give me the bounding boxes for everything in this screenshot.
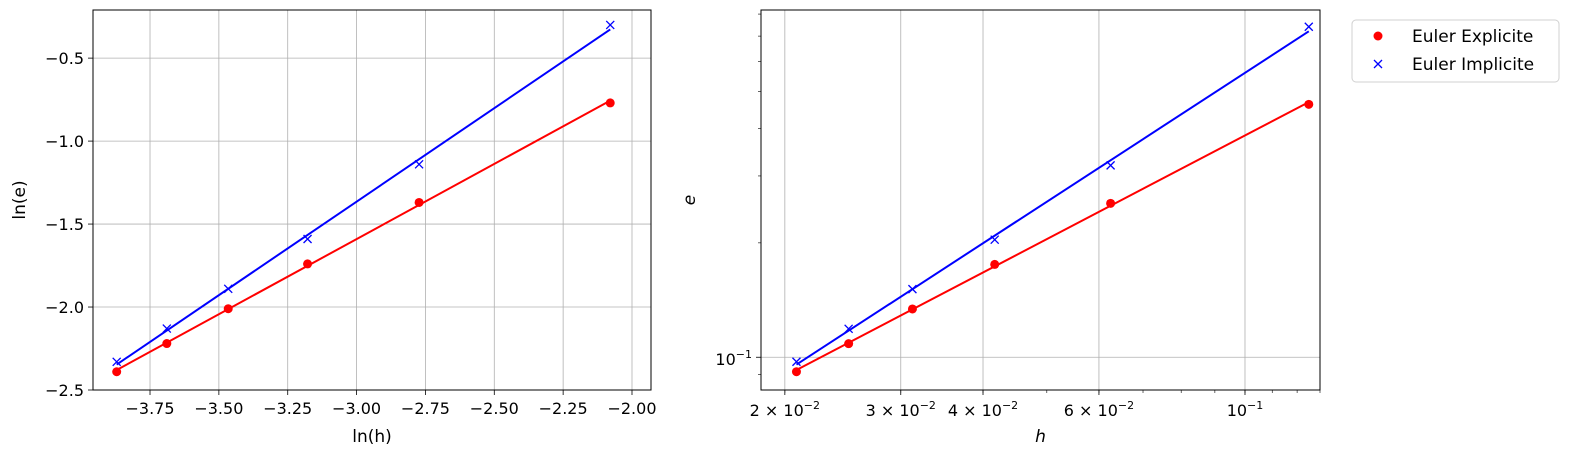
legend: Euler Explicite Euler Implicite <box>1351 19 1560 83</box>
fit-line <box>116 99 611 371</box>
x-tick-label: 4 × 10−2 <box>948 399 1018 420</box>
x-tick-label: −2.75 <box>401 399 450 418</box>
x-tick-label-exp: −2 <box>1002 399 1018 412</box>
data-point <box>1304 22 1314 32</box>
data-point <box>162 339 172 349</box>
series-euler-implicite <box>792 22 1314 367</box>
y-tick-label: −2.0 <box>45 298 84 317</box>
y-axis-label: ln(e) <box>10 180 30 219</box>
fit-line <box>795 30 1310 366</box>
fit-line <box>796 101 1310 371</box>
data-point <box>605 20 615 30</box>
y-axis-label: e <box>680 195 700 205</box>
y-tick-label: 10−1 <box>715 348 752 369</box>
data-point <box>792 357 801 367</box>
data-point <box>791 367 801 377</box>
x-tick-label: −2.00 <box>607 399 656 418</box>
data-point <box>907 284 917 294</box>
x-tick-label-base: 4 × 10 <box>948 401 1002 420</box>
x-tick-label: 6 × 10−2 <box>1064 399 1134 420</box>
x-tick-label-exp: −1 <box>1247 399 1263 412</box>
legend-marker-circle <box>1373 31 1383 41</box>
x-tick-label: −3.75 <box>125 399 174 418</box>
data-point <box>112 357 122 367</box>
x-tick-label: −3.00 <box>332 399 381 418</box>
fit-line <box>116 28 611 366</box>
data-point <box>907 304 917 314</box>
x-tick-label: 3 × 10−2 <box>866 399 936 420</box>
data-point <box>844 324 854 334</box>
series-euler-explicite <box>112 98 615 377</box>
data-point <box>223 284 233 294</box>
data-point <box>1106 160 1116 170</box>
x-tick-label-base: 3 × 10 <box>866 401 920 420</box>
data-point <box>112 367 122 377</box>
chart-1: −3.75 −3.50 −3.25 −3.00 −2.75 −2.50 −2.25 −2.00… <box>10 9 657 447</box>
data-point <box>414 197 424 207</box>
legend-box <box>1351 19 1560 83</box>
x-tick-label: 10−1 <box>1227 399 1264 420</box>
data-point <box>990 235 1000 245</box>
x-tick-label: −2.50 <box>470 399 519 418</box>
chart-2: 2 × 10−2 3 × 10−2 4 × 10−2 6 × 10−2 10−110−1… <box>680 9 1560 447</box>
x-tick-label-exp: −2 <box>920 399 936 412</box>
y-tick-label-base: 10 <box>715 350 735 369</box>
series-euler-explicite <box>791 99 1314 377</box>
legend-label: Euler Implicite <box>1412 55 1534 75</box>
x-tick-label-base: 2 × 10 <box>750 401 804 420</box>
x-tick-label-base: 10 <box>1227 401 1247 420</box>
y-tick-label: −2.5 <box>45 381 84 400</box>
x-tick-label-base: 6 × 10 <box>1064 401 1118 420</box>
x-tick-label: −3.50 <box>194 399 243 418</box>
x-tick-label: −2.25 <box>539 399 588 418</box>
legend-label: Euler Explicite <box>1412 27 1533 47</box>
x-tick-label-exp: −2 <box>1118 399 1134 412</box>
x-tick-label: −3.25 <box>263 399 312 418</box>
data-point <box>1304 99 1314 109</box>
x-tick-label: 2 × 10−2 <box>750 399 820 420</box>
data-point <box>162 324 172 334</box>
x-tick-label-exp: −2 <box>804 399 820 412</box>
y-tick-label: −0.5 <box>45 49 84 68</box>
data-point <box>223 304 233 314</box>
x-axis-label: h <box>1035 427 1046 447</box>
y-tick-label-exp: −1 <box>736 348 752 361</box>
plot-frame <box>760 9 1321 391</box>
data-point <box>414 159 424 169</box>
series-euler-implicite <box>112 20 615 367</box>
plot-frame <box>92 9 652 391</box>
data-point <box>844 339 854 349</box>
legend-marker-x <box>1373 59 1383 69</box>
data-point <box>1106 198 1116 208</box>
data-point <box>990 259 1000 269</box>
y-tick-label: −1.5 <box>45 215 84 234</box>
data-point <box>303 234 313 244</box>
data-point <box>605 98 615 108</box>
x-axis-label: ln(h) <box>352 427 392 447</box>
data-point <box>303 259 313 269</box>
y-tick-label: −1.0 <box>45 132 84 151</box>
